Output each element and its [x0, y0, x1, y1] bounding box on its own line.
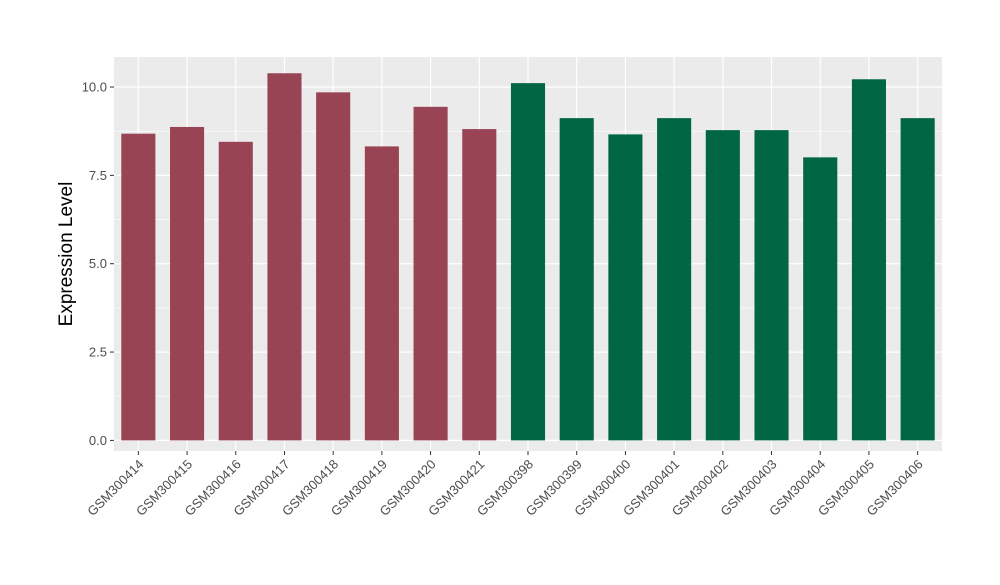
bar-GSM300400 [608, 134, 643, 441]
y-axis-title: Expression Level [56, 182, 77, 327]
bar-GSM300399 [559, 118, 594, 441]
bar-GSM300406 [900, 118, 935, 441]
y-tick-label: 0.0 [89, 433, 107, 448]
bar-GSM300417 [267, 73, 302, 441]
bars-group [121, 73, 935, 441]
bar-GSM300420 [413, 106, 448, 441]
bar-GSM300403 [754, 130, 789, 441]
bar-GSM300416 [218, 141, 253, 441]
bar-GSM300404 [803, 157, 838, 441]
y-tick-label: 2.5 [89, 345, 107, 360]
bar-GSM300414 [121, 133, 156, 441]
y-tick-label: 10.0 [82, 80, 107, 95]
bar-GSM300415 [170, 126, 205, 441]
y-axis-ticks: 0.0 2.5 5.0 7.5 10.0 [82, 80, 114, 448]
bar-GSM300401 [657, 118, 692, 441]
bar-GSM300402 [705, 130, 740, 441]
bar-GSM300421 [462, 129, 497, 441]
x-axis-ticks: GSM300414GSM300415GSM300416GSM300417GSM3… [84, 451, 926, 519]
y-tick-label: 7.5 [89, 168, 107, 183]
bar-GSM300419 [364, 146, 399, 441]
bar-GSM300405 [851, 79, 886, 441]
bar-GSM300398 [510, 83, 546, 441]
y-tick-label: 5.0 [89, 256, 107, 271]
bar-GSM300418 [316, 92, 351, 441]
